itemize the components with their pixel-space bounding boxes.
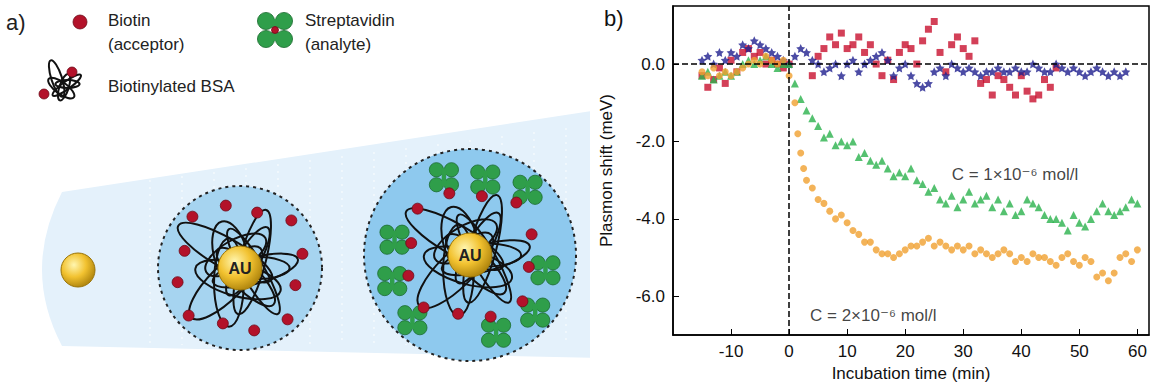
svg-text:-4.0: -4.0 [636,209,665,228]
svg-text:60: 60 [1128,342,1147,361]
svg-text:Biotin: Biotin [108,11,151,30]
svg-text:(acceptor): (acceptor) [108,35,185,54]
svg-text:AU: AU [228,260,251,277]
svg-text:50: 50 [1070,342,1089,361]
svg-text:-6.0: -6.0 [636,287,665,306]
svg-text:20: 20 [896,342,915,361]
svg-text:C = 2×10⁻⁶ mol/l: C = 2×10⁻⁶ mol/l [810,306,937,325]
svg-text:40: 40 [1012,342,1031,361]
svg-text:0.0: 0.0 [641,55,665,74]
svg-text:30: 30 [954,342,973,361]
svg-text:-2.0: -2.0 [636,132,665,151]
html-text:b): b) [604,6,624,31]
svg-text:a): a) [6,10,26,35]
svg-text:Streptavidin: Streptavidin [305,11,395,30]
svg-text:AU: AU [458,247,481,264]
svg-text:Plasmon shift (meV): Plasmon shift (meV) [597,94,616,247]
svg-text:0: 0 [784,342,793,361]
svg-text:(analyte): (analyte) [305,35,371,54]
svg-text:Biotinylated BSA: Biotinylated BSA [108,77,235,96]
svg-text:-10: -10 [719,342,744,361]
svg-text:10: 10 [838,342,857,361]
svg-text:C = 1×10⁻⁶ mol/l: C = 1×10⁻⁶ mol/l [952,165,1079,184]
svg-text:Incubation time (min): Incubation time (min) [832,364,991,383]
